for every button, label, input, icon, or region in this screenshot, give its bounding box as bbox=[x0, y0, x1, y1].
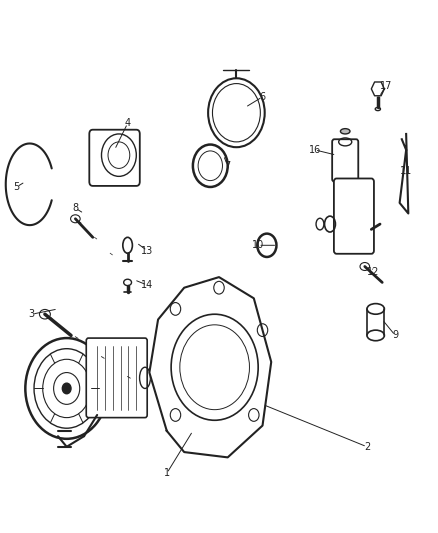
Text: 4: 4 bbox=[124, 118, 131, 128]
Text: 11: 11 bbox=[400, 166, 412, 176]
Text: 10: 10 bbox=[252, 240, 264, 251]
Polygon shape bbox=[149, 277, 271, 457]
FancyBboxPatch shape bbox=[86, 338, 147, 418]
FancyBboxPatch shape bbox=[334, 179, 374, 254]
Polygon shape bbox=[371, 82, 385, 96]
Circle shape bbox=[62, 383, 71, 394]
Text: 3: 3 bbox=[29, 309, 35, 319]
Text: 1: 1 bbox=[164, 469, 170, 478]
Text: 16: 16 bbox=[309, 145, 321, 155]
Text: 12: 12 bbox=[367, 267, 380, 277]
Text: 8: 8 bbox=[72, 203, 78, 213]
FancyBboxPatch shape bbox=[89, 130, 140, 186]
Text: 17: 17 bbox=[379, 81, 392, 91]
Text: 9: 9 bbox=[392, 330, 398, 341]
Text: 6: 6 bbox=[259, 92, 265, 102]
Text: 7: 7 bbox=[225, 161, 231, 171]
Text: 2: 2 bbox=[364, 442, 370, 452]
Text: 14: 14 bbox=[141, 280, 153, 290]
Ellipse shape bbox=[340, 128, 350, 134]
FancyBboxPatch shape bbox=[332, 139, 358, 182]
Text: 5: 5 bbox=[14, 182, 20, 192]
Text: 13: 13 bbox=[141, 246, 153, 256]
